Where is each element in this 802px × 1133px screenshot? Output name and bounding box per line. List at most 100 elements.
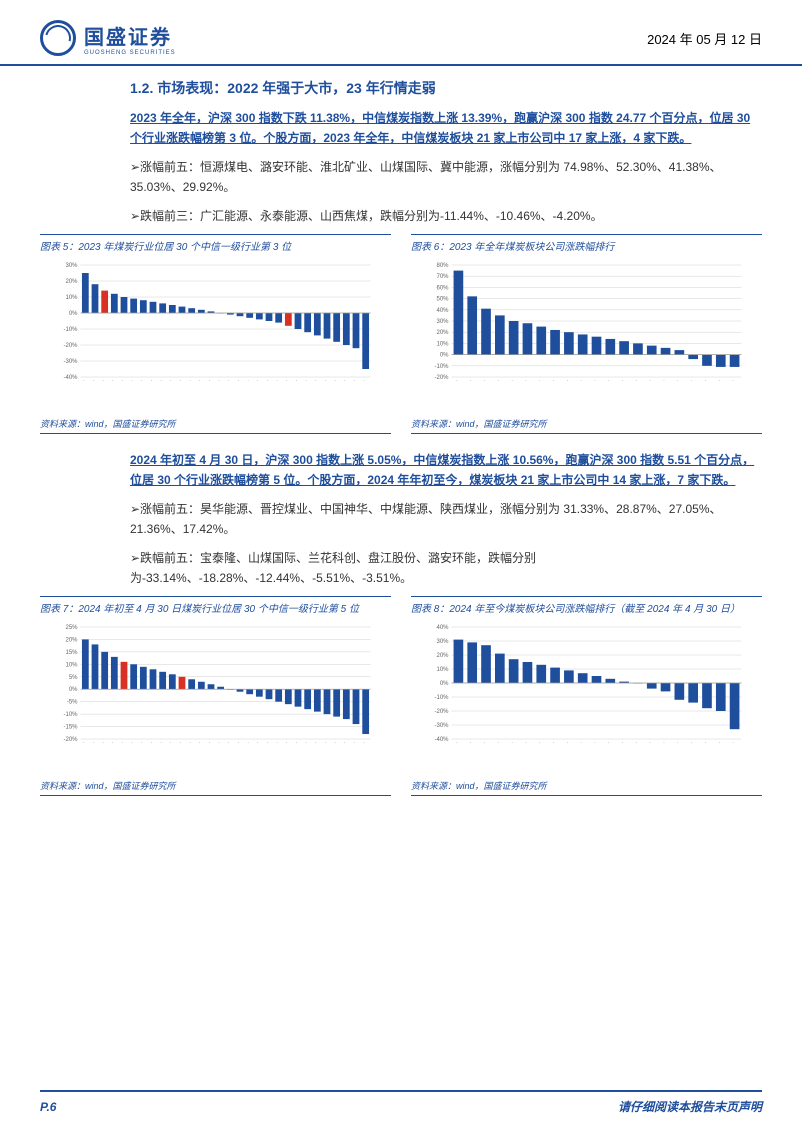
svg-text:·: · [634, 378, 640, 384]
svg-text:-10%: -10% [434, 695, 449, 701]
svg-text:·: · [159, 378, 165, 384]
svg-text:·: · [110, 740, 116, 746]
svg-text:·: · [217, 740, 223, 746]
chart7-svg: -20%-15%-10%-5%0%5%10%15%20%25%·········… [40, 619, 391, 769]
chart5-source: 资料来源：wind，国盛证券研究所 [40, 414, 391, 434]
svg-text:·: · [592, 740, 598, 746]
svg-text:-15%: -15% [63, 725, 78, 731]
charts-row-2: 图表 7：2024 年初至 4 月 30 日煤炭行业位居 30 个中信一级行业第… [40, 596, 762, 796]
svg-text:·: · [255, 378, 261, 384]
svg-text:-10%: -10% [434, 364, 449, 370]
svg-text:·: · [703, 740, 709, 746]
svg-text:·: · [236, 378, 242, 384]
svg-text:50%: 50% [436, 297, 449, 303]
svg-text:-5%: -5% [67, 700, 78, 706]
svg-text:-20%: -20% [434, 709, 449, 715]
svg-text:·: · [468, 378, 474, 384]
svg-text:·: · [294, 740, 300, 746]
chart6-title: 图表 6：2023 年全年煤炭板块公司涨跌幅排行 [411, 234, 762, 253]
content: 1.2. 市场表现：2022 年强于大市，23 年行情走弱 2023 年全年，沪… [0, 66, 802, 796]
svg-text:·: · [226, 740, 232, 746]
svg-text:·: · [362, 378, 368, 384]
svg-text:·: · [662, 740, 668, 746]
svg-text:·: · [333, 378, 339, 384]
svg-text:·: · [482, 378, 488, 384]
svg-text:·: · [275, 740, 281, 746]
svg-text:20%: 20% [436, 330, 449, 336]
logo-icon [40, 20, 76, 56]
svg-text:·: · [565, 740, 571, 746]
svg-text:30%: 30% [436, 319, 449, 325]
svg-text:·: · [188, 378, 194, 384]
chart8-source: 资料来源：wind，国盛证券研究所 [411, 776, 762, 796]
svg-text:·: · [149, 378, 155, 384]
page-number: P.6 [40, 1100, 56, 1114]
svg-text:·: · [537, 378, 543, 384]
svg-text:·: · [352, 740, 358, 746]
svg-text:·: · [579, 378, 585, 384]
svg-text:·: · [159, 740, 165, 746]
svg-text:10%: 10% [65, 295, 78, 301]
chart5-col: 图表 5：2023 年煤炭行业位居 30 个中信一级行业第 3 位 -40%-3… [40, 234, 391, 434]
svg-text:·: · [284, 740, 290, 746]
svg-text:·: · [565, 378, 571, 384]
svg-text:·: · [178, 378, 184, 384]
svg-text:·: · [342, 740, 348, 746]
svg-text:·: · [178, 740, 184, 746]
svg-text:·: · [731, 740, 737, 746]
svg-text:·: · [265, 740, 271, 746]
logo-cn: 国盛证券 [84, 21, 176, 50]
svg-text:·: · [551, 740, 557, 746]
svg-text:·: · [689, 378, 695, 384]
svg-text:·: · [197, 378, 203, 384]
svg-text:·: · [496, 740, 502, 746]
svg-text:·: · [217, 378, 223, 384]
svg-text:10%: 10% [65, 663, 78, 669]
svg-text:·: · [342, 378, 348, 384]
svg-text:·: · [284, 378, 290, 384]
svg-text:-20%: -20% [63, 737, 78, 743]
page-header: 国盛证券 GUOSHENG SECURITIES 2024 年 05 月 12 … [0, 0, 802, 66]
svg-text:30%: 30% [65, 263, 78, 269]
chart5-svg: -40%-30%-20%-10%0%10%20%30%·············… [40, 257, 391, 407]
svg-text:·: · [110, 378, 116, 384]
svg-text:·: · [579, 740, 585, 746]
charts-row-1: 图表 5：2023 年煤炭行业位居 30 个中信一级行业第 3 位 -40%-3… [40, 234, 762, 434]
svg-text:80%: 80% [436, 263, 449, 269]
svg-text:·: · [130, 740, 136, 746]
svg-text:-20%: -20% [63, 343, 78, 349]
svg-text:-10%: -10% [63, 327, 78, 333]
svg-text:·: · [304, 378, 310, 384]
disclaimer: 请仔细阅读本报告末页声明 [618, 1098, 762, 1115]
svg-text:·: · [648, 378, 654, 384]
chart7-source: 资料来源：wind，国盛证券研究所 [40, 776, 391, 796]
svg-text:·: · [362, 740, 368, 746]
section-title: 1.2. 市场表现：2022 年强于大市，23 年行情走弱 [130, 78, 762, 98]
report-date: 2024 年 05 月 12 日 [647, 29, 762, 48]
logo: 国盛证券 GUOSHENG SECURITIES [40, 20, 176, 56]
chart8-svg: -40%-30%-20%-10%0%10%20%30%40%··········… [411, 619, 762, 769]
para-highlight: 2023 年全年，沪深 300 指数下跌 11.38%，中信煤炭指数上涨 13.… [130, 111, 750, 145]
svg-text:·: · [91, 740, 97, 746]
logo-text: 国盛证券 GUOSHENG SECURITIES [84, 21, 176, 56]
svg-text:·: · [120, 740, 126, 746]
svg-text:20%: 20% [65, 638, 78, 644]
svg-text:·: · [510, 378, 516, 384]
chart7-title: 图表 7：2024 年初至 4 月 30 日煤炭行业位居 30 个中信一级行业第… [40, 596, 391, 615]
svg-text:·: · [197, 740, 203, 746]
svg-text:·: · [323, 740, 329, 746]
svg-text:-40%: -40% [63, 375, 78, 381]
svg-text:·: · [81, 378, 87, 384]
svg-text:·: · [523, 378, 529, 384]
svg-text:·: · [188, 740, 194, 746]
svg-text:0%: 0% [69, 311, 78, 317]
svg-text:-20%: -20% [434, 375, 449, 381]
svg-text:70%: 70% [436, 274, 449, 280]
svg-text:10%: 10% [436, 667, 449, 673]
svg-text:·: · [323, 378, 329, 384]
svg-text:·: · [606, 740, 612, 746]
svg-text:10%: 10% [436, 341, 449, 347]
svg-text:·: · [454, 740, 460, 746]
svg-text:·: · [207, 740, 213, 746]
svg-text:·: · [454, 378, 460, 384]
